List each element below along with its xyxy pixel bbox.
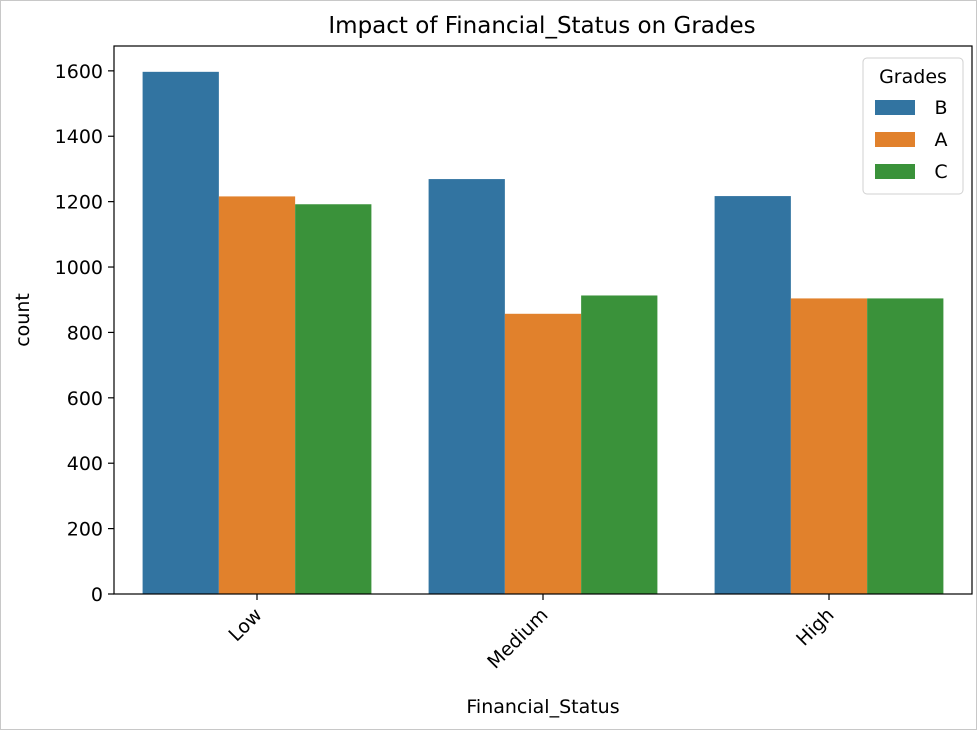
bars bbox=[142, 71, 944, 595]
legend-label-A: A bbox=[935, 129, 948, 151]
y-tick-label: 200 bbox=[67, 519, 103, 541]
bar-C-low bbox=[295, 204, 372, 594]
y-tick-label: 1000 bbox=[55, 257, 103, 279]
bar-B-medium bbox=[428, 179, 505, 595]
y-tick-label: 400 bbox=[67, 453, 103, 475]
y-axis: 0 200 400 600 800 1000 1200 1400 1600 bbox=[55, 61, 114, 606]
legend-box bbox=[862, 57, 964, 195]
y-tick-label: 1600 bbox=[55, 61, 103, 83]
x-tick-label: Low bbox=[225, 604, 267, 646]
bar-A-medium bbox=[504, 313, 582, 594]
x-axis: Low Medium High bbox=[225, 594, 839, 673]
y-tick-label: 1400 bbox=[55, 126, 103, 148]
y-tick-label: 1200 bbox=[55, 192, 103, 214]
plot-frame bbox=[113, 45, 973, 595]
legend-swatch-C bbox=[875, 164, 915, 179]
legend-swatch-B bbox=[875, 100, 915, 115]
x-axis-label: Financial_Status bbox=[466, 696, 619, 718]
y-axis-label: count bbox=[12, 293, 34, 347]
bar-A-high bbox=[790, 298, 868, 594]
legend-label-B: B bbox=[934, 97, 947, 119]
y-tick-label: 0 bbox=[91, 584, 103, 606]
legend-swatch-A bbox=[875, 132, 915, 147]
x-tick-label: High bbox=[792, 604, 838, 650]
chart-title: Impact of Financial_Status on Grades bbox=[328, 13, 755, 39]
bar-C-medium bbox=[581, 295, 658, 594]
legend: Grades BAC bbox=[862, 57, 964, 195]
bar-B-high bbox=[714, 196, 791, 594]
y-tick-label: 600 bbox=[67, 388, 103, 410]
legend-label-C: C bbox=[934, 161, 947, 183]
legend-title: Grades bbox=[879, 66, 947, 88]
bar-C-high bbox=[867, 298, 944, 594]
x-tick-label: Medium bbox=[483, 604, 552, 673]
bar-A-low bbox=[218, 196, 296, 594]
bar-B-low bbox=[142, 71, 219, 594]
y-tick-label: 800 bbox=[67, 322, 103, 344]
